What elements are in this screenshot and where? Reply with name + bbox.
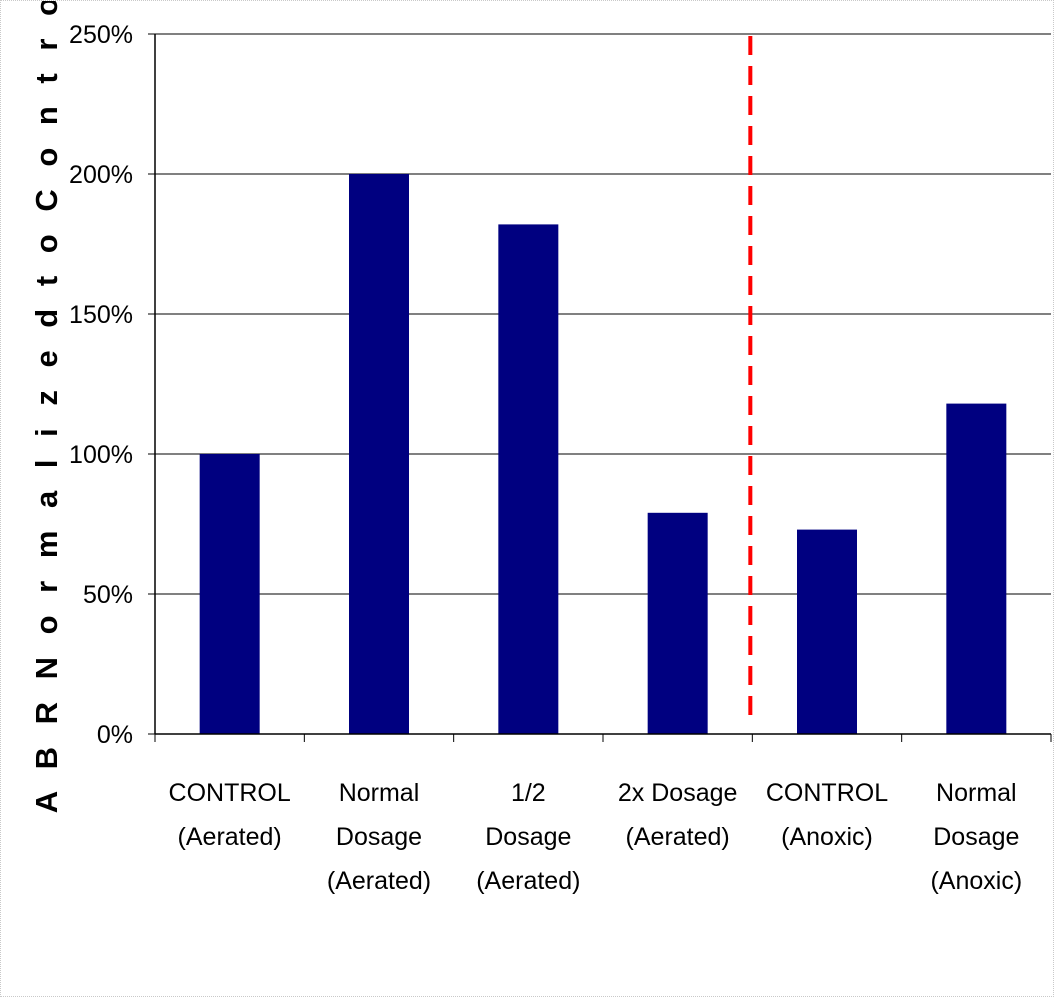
y-tick-label: 100%: [69, 441, 133, 469]
y-tick-label: 50%: [83, 581, 133, 609]
x-category-label-line: (Anoxic): [781, 823, 873, 851]
x-category-label: Normal Dosage (Anoxic): [930, 779, 1022, 895]
y-tick-label: 200%: [69, 161, 133, 189]
x-category-label-line: Normal: [936, 779, 1017, 807]
bar: [647, 512, 708, 734]
bar: [349, 174, 409, 734]
y-axis-label: A B R N o r m a l i z e d t o C o n t r …: [29, 1, 64, 813]
bar: [946, 403, 1007, 734]
y-tick-label: 150%: [69, 301, 133, 329]
y-tick-labels: 0% 50% 100% 150% 200% 250%: [69, 21, 133, 749]
x-category-labels: CONTROL(Aerated)NormalDosage(Aerated)1/2…: [169, 779, 1023, 895]
x-category-label-line: 2x Dosage: [618, 779, 738, 807]
x-category-label-line: CONTROL: [169, 779, 291, 807]
bar: [199, 454, 260, 734]
x-category-label-line: (Aerated): [178, 823, 282, 851]
y-tick-label: 0%: [97, 721, 133, 749]
x-category-label-line: (Aerated): [626, 823, 730, 851]
bars: [199, 174, 1007, 734]
x-category-label: CONTROL (Aerated): [169, 779, 291, 851]
bar: [498, 224, 559, 734]
y-tick-label: 250%: [69, 21, 133, 49]
x-category-label: 2x Dosage (Aerated): [618, 779, 738, 851]
gridlines: [155, 33, 1051, 595]
x-category-label-line: (Aerated): [476, 867, 580, 895]
bar: [797, 529, 857, 734]
x-category-label-line: Dosage: [933, 823, 1019, 851]
x-category-label-line: (Anoxic): [930, 867, 1022, 895]
x-category-label-line: (Aerated): [327, 867, 431, 895]
x-category-label-line: Normal: [339, 779, 420, 807]
x-category-label-line: CONTROL: [766, 779, 888, 807]
x-category-label: CONTROL (Anoxic): [766, 779, 888, 851]
x-category-label-line: 1/2: [511, 779, 546, 807]
x-category-label: 1/2 Dosage (Aerated): [476, 779, 580, 895]
axes: [148, 33, 1052, 742]
x-category-label-line: Dosage: [485, 823, 571, 851]
x-category-label: Normal Dosage (Aerated): [327, 779, 431, 895]
x-category-label-line: Dosage: [336, 823, 422, 851]
